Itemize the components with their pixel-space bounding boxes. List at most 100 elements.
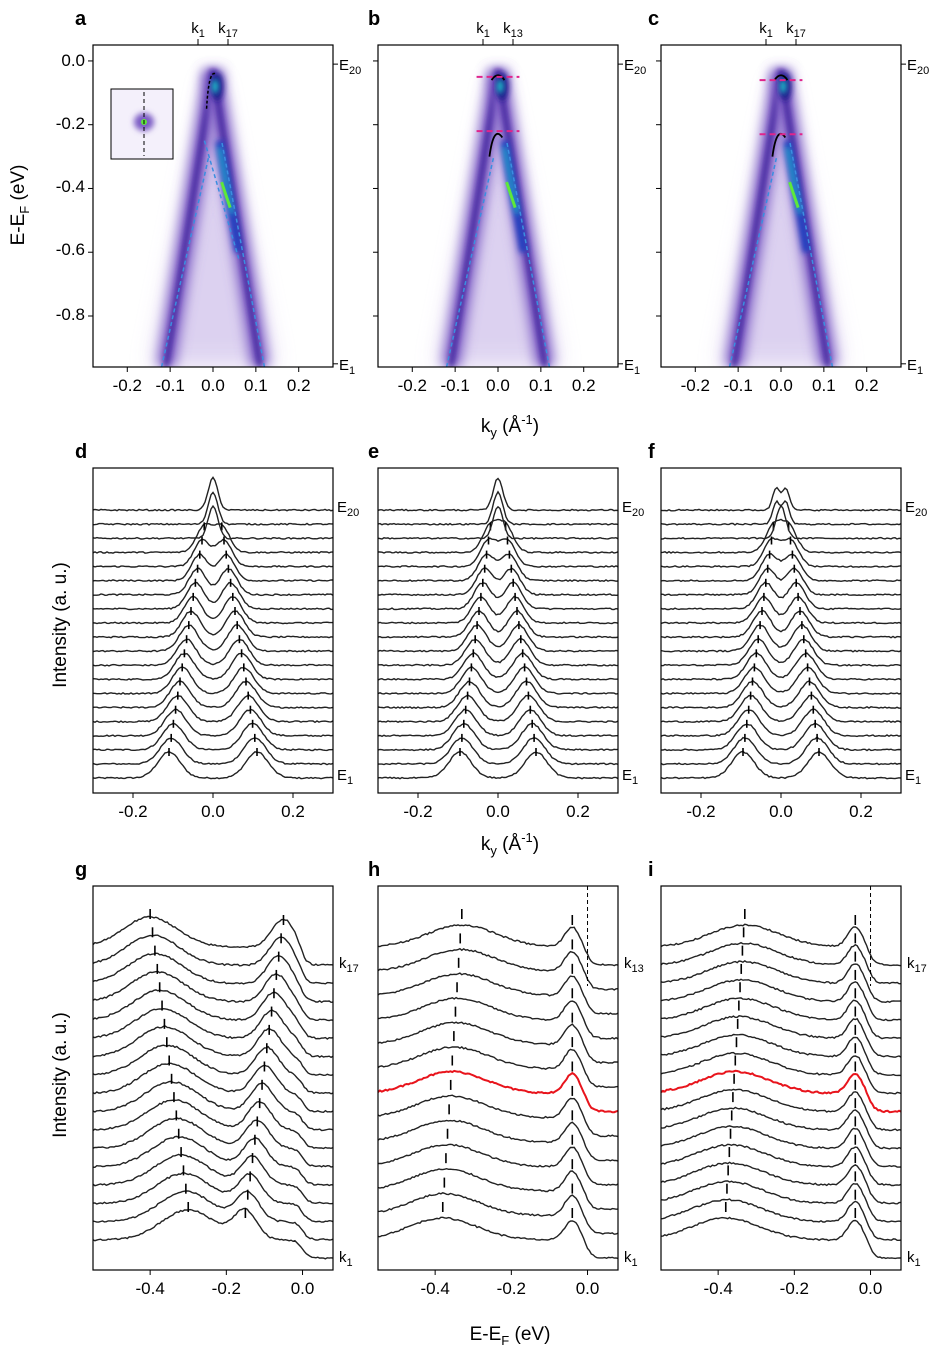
fit-black-curve xyxy=(771,132,787,157)
edc-curve xyxy=(92,1190,334,1241)
mdc-curve xyxy=(92,708,334,738)
mdc-curve xyxy=(377,750,619,780)
mdc-curve xyxy=(378,567,619,597)
e20-label: E20 xyxy=(622,499,644,519)
fit-dash-right xyxy=(505,140,551,367)
mdc-curve xyxy=(660,518,902,554)
xtick-label: 0.2 xyxy=(572,376,596,395)
mdc-curve xyxy=(660,623,902,653)
xtick-label: -0.2 xyxy=(681,376,710,395)
xtick-label: 0.2 xyxy=(287,376,311,395)
edc-curve xyxy=(92,1207,334,1260)
mdc-curve xyxy=(92,750,334,780)
xtick-label: 0.1 xyxy=(812,376,836,395)
mdc-curve xyxy=(660,552,902,583)
edc-curve xyxy=(92,989,334,1040)
xtick-label: -0.4 xyxy=(420,1279,449,1298)
mdc-curve xyxy=(377,505,619,540)
edc-curve xyxy=(660,1051,902,1095)
xtick-label: 0.0 xyxy=(769,802,793,821)
xtick-label: 0.0 xyxy=(769,376,793,395)
intensity-label-bottom: Intensity (a. u.) xyxy=(50,1012,71,1138)
ytick-label: -0.6 xyxy=(56,240,85,259)
xtick-label: -0.1 xyxy=(440,376,469,395)
edc-curve xyxy=(377,1119,619,1162)
mdc-curve xyxy=(660,708,902,738)
edc-curve xyxy=(92,1080,334,1132)
mdc-curve xyxy=(92,504,334,540)
mdc-curve xyxy=(92,595,333,625)
fit-black-curve xyxy=(488,132,504,157)
mdc-frame xyxy=(377,467,619,794)
e20-label: E20 xyxy=(339,57,361,77)
map-ylabel: E-EF (eV) xyxy=(8,165,32,246)
map-hot-band xyxy=(785,146,802,215)
fit-black-curve xyxy=(490,74,506,81)
mdc-curve xyxy=(92,652,334,681)
panel-label-a: a xyxy=(75,8,87,30)
edc-curve xyxy=(660,960,902,1004)
edc-curve xyxy=(377,1045,619,1089)
map-hotspot xyxy=(212,79,219,94)
edc-curve xyxy=(92,1099,334,1150)
edc-curve xyxy=(660,1198,902,1241)
mdc-curve xyxy=(377,477,619,512)
ytick-label: -0.4 xyxy=(56,177,85,196)
e20-label: E20 xyxy=(905,499,927,519)
mdc-curve xyxy=(92,491,333,526)
map-band-core xyxy=(448,70,501,367)
xtick-label: -0.1 xyxy=(723,376,752,395)
map-band-core xyxy=(731,70,784,367)
mdc-curve xyxy=(92,538,334,568)
xtick-label: -0.2 xyxy=(398,376,427,395)
mdc-curve xyxy=(660,638,902,667)
mdc-curve xyxy=(377,694,619,724)
xtick-label: 0.0 xyxy=(201,802,225,821)
edc-curve xyxy=(92,1153,334,1205)
map-hot-band xyxy=(788,181,800,209)
panel-label-c: c xyxy=(648,8,659,30)
xtick-label: 0.0 xyxy=(486,802,510,821)
fit-black-dash xyxy=(205,72,216,109)
svg-text:E-EF (eV): E-EF (eV) xyxy=(8,165,32,246)
fit-dash-left xyxy=(728,156,778,367)
xtick-label: 0.0 xyxy=(291,1279,315,1298)
xtick-label: 0.2 xyxy=(281,802,305,821)
e1-label: E1 xyxy=(905,767,921,787)
xtick-label: -0.2 xyxy=(686,802,715,821)
e20-label: E20 xyxy=(624,57,646,77)
k1-label: k1 xyxy=(624,1249,638,1269)
map-hot-band xyxy=(220,181,232,209)
mdc-curve xyxy=(660,595,902,625)
map-hot-band xyxy=(217,146,234,215)
fit-black-curve xyxy=(773,74,789,81)
edc-curve xyxy=(660,1180,902,1223)
panel-label-f: f xyxy=(648,441,655,463)
mdc-curve xyxy=(92,722,334,752)
xtick-label: -0.2 xyxy=(497,1279,526,1298)
e1-label: E1 xyxy=(907,357,923,377)
ytick-label: 0.0 xyxy=(61,51,85,70)
k-top-label: k17 xyxy=(339,955,359,975)
mdc-curve xyxy=(377,680,619,709)
mdc-curve xyxy=(92,737,334,766)
edc-curve xyxy=(377,1216,619,1260)
mdc-stacks: -0.2 0.0 0.2 E20 E1 -0.2 0.0 0.2 E20 E1 -0.2 0.0 0.2… xyxy=(92,467,927,821)
edc-curve xyxy=(92,915,334,967)
edc-curve xyxy=(660,1015,902,1058)
edc-curve xyxy=(660,1106,902,1150)
edc-curve xyxy=(660,1125,902,1168)
edc-curve xyxy=(92,1135,334,1187)
edc-curve xyxy=(377,924,619,967)
e20-label: E20 xyxy=(337,499,359,519)
mdc-curve xyxy=(378,637,619,667)
mdc-curve xyxy=(92,680,334,709)
map-image xyxy=(721,69,841,367)
edc-curve xyxy=(92,934,334,985)
edc-curve-highlight xyxy=(660,1069,902,1114)
edc-curve xyxy=(377,1143,619,1187)
xtick-label: 0.2 xyxy=(855,376,879,395)
mdc-frame xyxy=(92,467,334,794)
mdc-curve xyxy=(92,666,334,695)
